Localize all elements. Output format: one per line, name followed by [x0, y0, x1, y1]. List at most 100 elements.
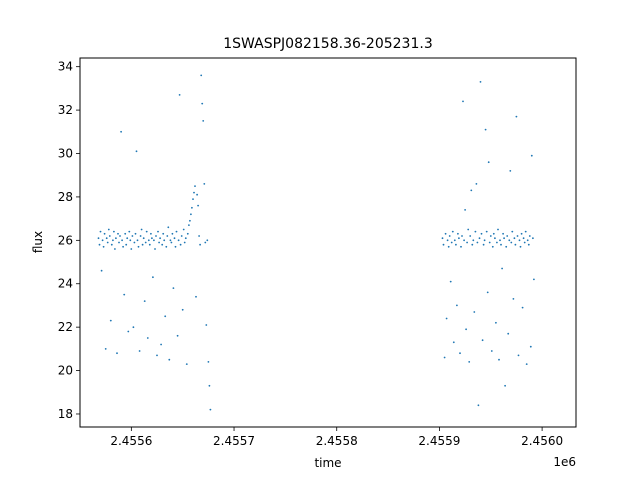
data-point — [120, 130, 122, 133]
data-point — [97, 237, 100, 240]
data-point — [108, 235, 111, 237]
data-point — [456, 304, 458, 307]
data-point — [469, 235, 472, 237]
data-point — [517, 354, 520, 357]
data-point — [201, 102, 204, 105]
data-point — [497, 228, 499, 231]
data-point — [171, 232, 174, 235]
data-point — [509, 170, 512, 172]
data-point — [507, 332, 510, 335]
data-point — [518, 239, 521, 242]
data-point — [194, 185, 196, 188]
y-tick-label: 28 — [58, 190, 73, 204]
data-point — [136, 239, 139, 242]
data-point — [513, 237, 516, 240]
data-point — [494, 237, 496, 240]
data-point — [524, 230, 527, 233]
data-point — [514, 243, 517, 246]
data-point — [465, 328, 467, 331]
data-point — [131, 235, 134, 237]
data-point — [458, 237, 460, 240]
x-tick-label: 2.4558 — [316, 434, 358, 448]
data-point — [173, 237, 176, 240]
data-point — [478, 237, 481, 240]
data-point — [103, 232, 106, 235]
data-point — [125, 243, 128, 246]
data-point — [152, 276, 154, 279]
data-point — [147, 239, 150, 242]
data-point — [495, 321, 497, 324]
data-point — [130, 248, 133, 250]
data-point — [142, 237, 145, 240]
x-axis-label: time — [314, 456, 341, 470]
data-point — [154, 248, 156, 250]
data-point — [180, 235, 183, 237]
y-tick-label: 22 — [58, 320, 73, 334]
x-tick-label: 2.4559 — [418, 434, 460, 448]
data-point — [447, 245, 450, 248]
data-point — [503, 237, 505, 240]
data-point — [496, 241, 498, 244]
x-tick-label: 2.4556 — [110, 434, 152, 448]
data-point — [162, 232, 165, 235]
data-point — [174, 245, 177, 248]
data-point — [186, 232, 189, 235]
data-point — [499, 239, 501, 242]
data-point — [113, 230, 115, 233]
data-point — [504, 384, 506, 387]
data-point — [155, 235, 157, 237]
data-point — [153, 239, 155, 242]
data-point — [110, 243, 113, 246]
data-point — [184, 237, 187, 240]
data-point — [448, 235, 451, 237]
data-point — [135, 150, 138, 153]
data-point — [104, 348, 107, 350]
data-point — [464, 209, 466, 211]
data-point — [204, 241, 207, 244]
data-point — [472, 239, 475, 242]
x-axis-offset-label: 1e6 — [553, 455, 576, 469]
data-point — [112, 239, 114, 242]
data-point — [193, 191, 195, 194]
x-axis-ticks: 2.4556 2.4557 2.4558 2.4559 2.4560 — [110, 427, 563, 448]
data-point — [195, 295, 197, 298]
data-point — [501, 267, 503, 270]
data-point — [151, 237, 153, 240]
data-point — [442, 243, 445, 246]
data-point — [163, 239, 166, 242]
data-point — [473, 311, 476, 313]
data-point — [106, 241, 109, 244]
y-tick-label: 18 — [58, 407, 73, 421]
data-point — [148, 243, 151, 246]
data-point — [519, 245, 522, 248]
data-point — [505, 245, 508, 248]
data-point — [160, 343, 163, 346]
data-point — [116, 352, 118, 355]
data-point — [134, 232, 137, 235]
data-point — [207, 361, 210, 363]
data-point — [114, 248, 116, 250]
data-point — [520, 232, 523, 235]
data-point — [178, 94, 181, 96]
data-point — [483, 239, 486, 242]
y-tick-label: 34 — [58, 60, 73, 74]
data-point — [532, 237, 534, 240]
data-point — [185, 363, 188, 365]
data-point — [449, 280, 452, 283]
data-point — [502, 232, 504, 235]
data-point — [444, 232, 447, 235]
data-point — [98, 243, 101, 246]
data-point — [181, 308, 184, 311]
data-point — [527, 243, 530, 246]
chart-title: 1SWASPJ082158.36-205231.3 — [223, 36, 432, 52]
data-point — [170, 241, 173, 244]
data-point — [528, 235, 531, 237]
data-point — [475, 183, 478, 185]
data-point — [484, 128, 487, 131]
data-point — [460, 245, 462, 248]
data-point — [209, 408, 212, 411]
data-point — [119, 235, 121, 237]
y-axis-label: flux — [31, 231, 45, 253]
data-point — [99, 230, 102, 233]
